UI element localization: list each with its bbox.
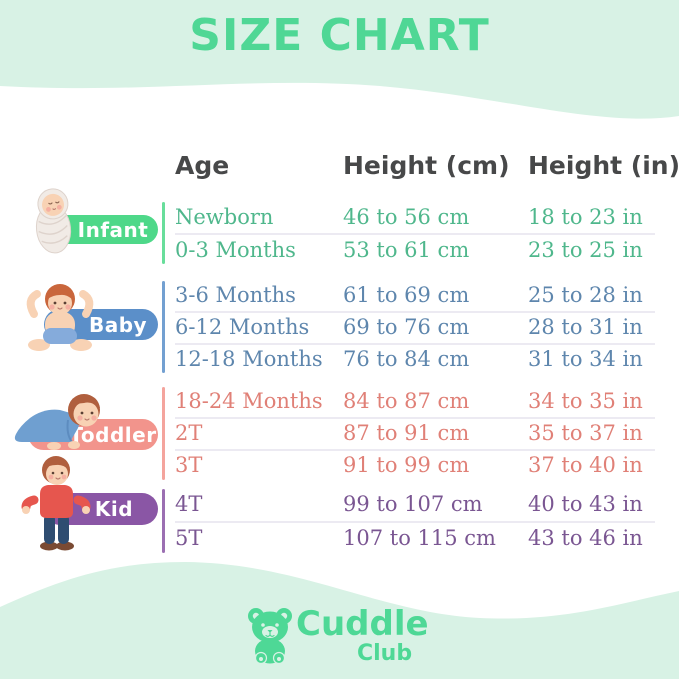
table-header-row: Age Height (cm) Height (in) xyxy=(175,148,679,182)
height-cm-cell: 87 to 91 cm xyxy=(343,421,470,445)
height-cm-cell: 107 to 115 cm xyxy=(343,526,496,550)
height-cm-cell: 99 to 107 cm xyxy=(343,492,483,516)
height-in-cell: 25 to 28 in xyxy=(528,283,643,307)
height-in-cell: 35 to 37 in xyxy=(528,421,643,445)
age-cell: 4T xyxy=(175,492,203,516)
toddler-illustration xyxy=(14,394,100,450)
table-row: 3T 91 to 99 cm 37 to 40 in xyxy=(175,449,655,481)
height-cm-cell: 53 to 61 cm xyxy=(343,237,470,262)
height-cm-cell: 61 to 69 cm xyxy=(343,283,470,307)
table-row: 18-24 Months 84 to 87 cm 34 to 35 in xyxy=(175,385,655,419)
infant-group-rule xyxy=(162,202,165,264)
top-wave xyxy=(0,0,679,119)
age-cell: 3-6 Months xyxy=(175,283,296,307)
height-in-cell: 31 to 34 in xyxy=(528,347,643,371)
table-row: 12-18 Months 76 to 84 cm 31 to 34 in xyxy=(175,343,655,375)
baby-illustration xyxy=(26,284,94,351)
age-cell: 6-12 Months xyxy=(175,315,310,339)
group-label-text: Baby xyxy=(88,312,148,337)
table-row: Newborn 46 to 56 cm 18 to 23 in xyxy=(175,200,655,235)
height-cm-cell: 46 to 56 cm xyxy=(343,204,470,229)
group-label-text: Kid xyxy=(94,497,134,521)
kid-illustration xyxy=(21,456,91,551)
height-cm-cell: 76 to 84 cm xyxy=(343,347,470,371)
height-cm-cell: 84 to 87 cm xyxy=(343,389,470,413)
height-in-cell: 28 to 31 in xyxy=(528,315,643,339)
column-header-age: Age xyxy=(175,150,230,180)
group-label-text: Toddler xyxy=(69,422,157,447)
brand-name: Cuddle xyxy=(296,604,429,644)
table-row: 0-3 Months 53 to 61 cm 23 to 25 in xyxy=(175,233,655,266)
table-row: 2T 87 to 91 cm 35 to 37 in xyxy=(175,417,655,451)
height-in-cell: 34 to 35 in xyxy=(528,389,643,413)
age-cell: 2T xyxy=(175,421,203,445)
age-cell: 5T xyxy=(175,526,203,550)
column-header-height-in: Height (in) xyxy=(528,150,679,180)
age-cell: 12-18 Months xyxy=(175,347,323,371)
height-cm-cell: 91 to 99 cm xyxy=(343,453,470,477)
table-row: 4T 99 to 107 cm 40 to 43 in xyxy=(175,487,655,523)
height-in-cell: 18 to 23 in xyxy=(528,204,643,229)
page-title: SIZE CHART xyxy=(189,10,490,61)
age-cell: 18-24 Months xyxy=(175,389,323,413)
kid-group-rule xyxy=(162,489,165,553)
group-label-text: Infant xyxy=(77,217,149,242)
age-cell: Newborn xyxy=(175,204,274,229)
table-row: 6-12 Months 69 to 76 cm 28 to 31 in xyxy=(175,311,655,345)
height-cm-cell: 69 to 76 cm xyxy=(343,315,470,339)
brand-subname: Club xyxy=(357,641,413,666)
toddler-group-rule xyxy=(162,387,165,480)
height-in-cell: 40 to 43 in xyxy=(528,492,643,516)
bottom-wave xyxy=(0,562,679,679)
bear-logo-icon xyxy=(248,608,292,664)
height-in-cell: 43 to 46 in xyxy=(528,526,643,550)
swaddled-infant-illustration xyxy=(35,188,72,254)
height-in-cell: 37 to 40 in xyxy=(528,453,643,477)
baby-group-rule xyxy=(162,281,165,373)
table-row: 5T 107 to 115 cm 43 to 46 in xyxy=(175,521,655,555)
table-row: 3-6 Months 61 to 69 cm 25 to 28 in xyxy=(175,279,655,313)
height-in-cell: 23 to 25 in xyxy=(528,237,643,262)
column-header-height-cm: Height (cm) xyxy=(343,150,510,180)
age-cell: 3T xyxy=(175,453,203,477)
age-cell: 0-3 Months xyxy=(175,237,296,262)
